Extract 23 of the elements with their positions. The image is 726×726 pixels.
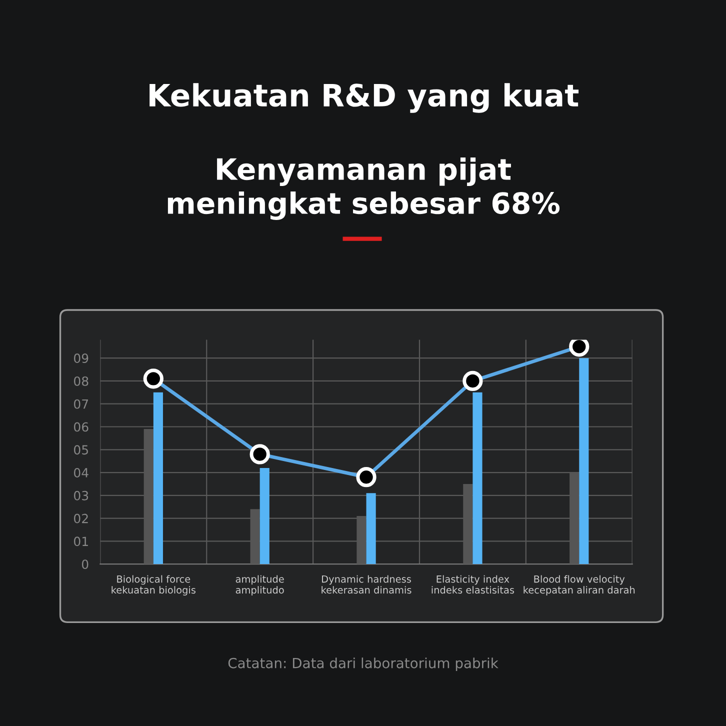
y-tick-label: 05 [74,445,88,455]
x-tick-label: Biological force kekuatan biologis [112,575,196,596]
y-tick-label: 0 [82,560,88,570]
x-tick-label: amplitude amplitudo [236,575,284,596]
chart-title: Kekuatan R&D yang kuat [150,83,579,113]
y-tick-label: 04 [74,468,88,478]
x-tick-label: Elasticity index indeks elastisitas [432,575,514,594]
bar [260,468,270,564]
x-tick-label: Blood flow velocity kecepatan aliran darah [524,575,635,596]
x-tick-label: Dynamic hardness kekerasan dinamis [322,575,412,594]
y-tick-label: 06 [74,422,88,432]
y-tick-label: 07 [74,399,88,409]
bar [472,392,482,564]
y-tick-label: 02 [74,514,88,524]
text: Catatan: Data dari laboratorium pabrik [228,658,498,672]
chart-subtitle: Kenyamanan pijat meningkat sebesar 68% [168,158,560,220]
bar [153,392,163,564]
y-tick-label: 01 [74,536,88,546]
bar [366,493,376,564]
y-tick-label: 08 [74,376,88,386]
bar [579,358,589,564]
y-tick-label: 09 [74,354,88,364]
y-tick-label: 03 [74,490,88,500]
